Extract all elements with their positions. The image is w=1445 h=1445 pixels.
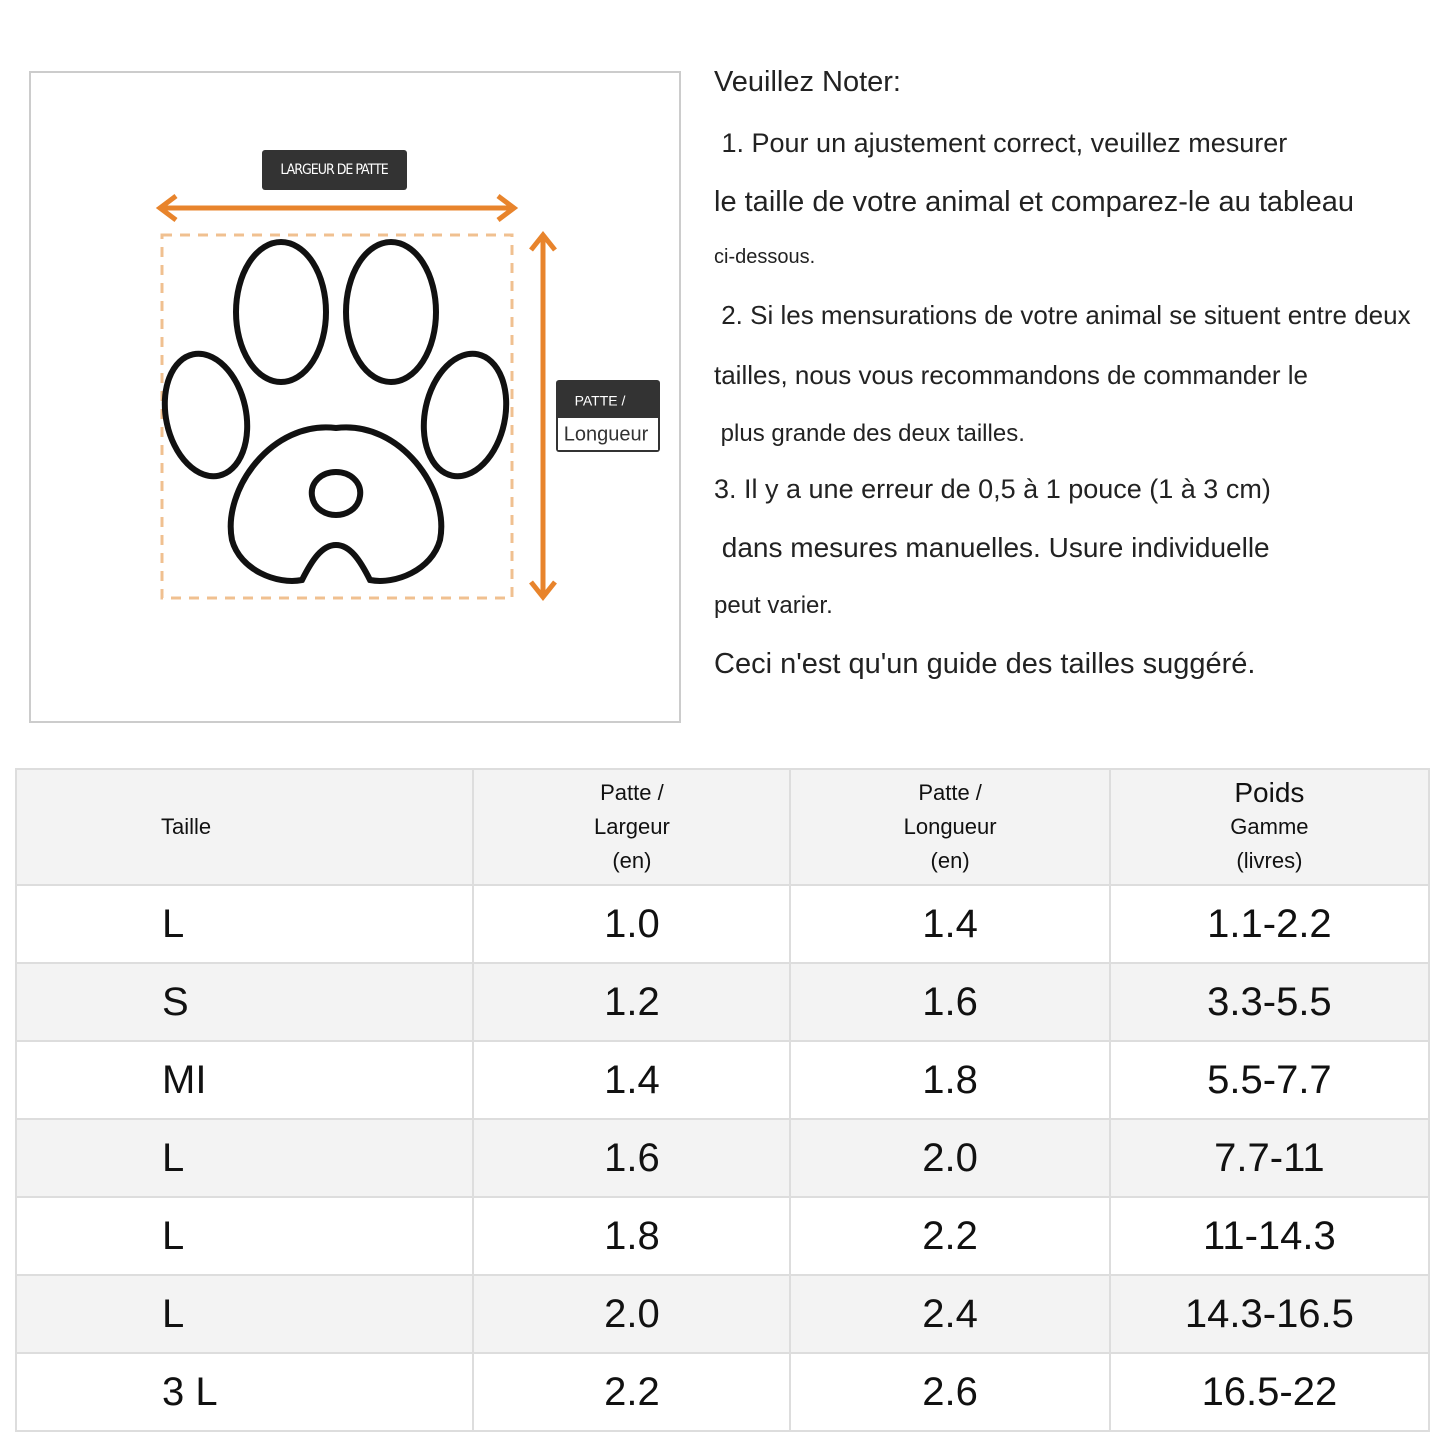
table-cell: 1.0 bbox=[472, 884, 792, 964]
table-cell: 1.8 bbox=[789, 1040, 1111, 1120]
table-row: L 1.8 2.2 11-14.3 bbox=[14, 1196, 1431, 1276]
table-row: MI 1.4 1.8 5.5-7.7 bbox=[14, 1040, 1431, 1120]
table-cell: 1.6 bbox=[472, 1118, 792, 1198]
header-cell: Patte / Largeur (en) bbox=[472, 768, 792, 886]
header-text: (en) bbox=[612, 848, 652, 873]
table-cell: 11-14.3 bbox=[1108, 1196, 1431, 1276]
label-inner bbox=[558, 418, 658, 450]
table-row: S 1.2 1.6 3.3-5.5 bbox=[14, 962, 1431, 1042]
table-row: 3 L 2.2 2.6 16.5-22 bbox=[14, 1352, 1431, 1432]
note-line: 3. Il y a une erreur de 0,5 à 1 pouce (1… bbox=[714, 474, 1271, 504]
table-cell: 7.7-11 bbox=[1108, 1118, 1431, 1198]
label-box bbox=[262, 150, 407, 190]
note-line: 2. Si les mensurations de votre animal s… bbox=[714, 300, 1411, 330]
table-cell: 14.3-16.5 bbox=[1108, 1274, 1431, 1354]
table-cell: 3 L bbox=[14, 1352, 475, 1432]
table-cell: 2.0 bbox=[472, 1274, 792, 1354]
note-line: ci-dessous. bbox=[714, 246, 816, 268]
table-cell: 1.4 bbox=[789, 884, 1111, 964]
table-cell: 2.6 bbox=[789, 1352, 1111, 1432]
table-cell: 1.4 bbox=[472, 1040, 792, 1120]
note-line: tailles, nous vous recommandons de comma… bbox=[714, 360, 1308, 390]
paw bbox=[161, 239, 510, 584]
table-cell: 3.3-5.5 bbox=[1108, 962, 1431, 1042]
table-cell: 2.2 bbox=[472, 1352, 792, 1432]
header-text: Taille bbox=[161, 814, 212, 839]
note-line: 1. Pour un ajustement correct, veuillez … bbox=[714, 128, 1288, 158]
table-cell: L bbox=[14, 1118, 475, 1198]
note-line: le taille de votre animal et comparez-le… bbox=[714, 186, 1354, 218]
header-row: Taille Patte / Largeur (en) Patte / Longueur (… bbox=[14, 768, 1431, 886]
note-line: Ceci n'est qu'un guide des tailles suggé… bbox=[714, 648, 1256, 680]
size-table: Taille Patte / Largeur (en) Patte / Longueur (… bbox=[14, 768, 1431, 1432]
header-text: Gamme bbox=[1230, 814, 1309, 839]
table-cell: 1.1-2.2 bbox=[1108, 884, 1431, 964]
table-row: L 2.0 2.4 14.3-16.5 bbox=[14, 1274, 1431, 1354]
table-cell: 5.5-7.7 bbox=[1108, 1040, 1431, 1120]
table-cell: L bbox=[14, 884, 475, 964]
header-text: Largeur bbox=[593, 814, 670, 839]
table-cell: MI bbox=[14, 1040, 475, 1120]
note-line: plus grande des deux tailles. bbox=[714, 420, 1025, 447]
header-text: (livres) bbox=[1236, 848, 1303, 873]
table-cell: S bbox=[14, 962, 475, 1042]
table-row: L 1.6 2.0 7.7-11 bbox=[14, 1118, 1431, 1198]
table-cell: 1.8 bbox=[472, 1196, 792, 1276]
arrows bbox=[155, 194, 557, 602]
table-cell: L bbox=[14, 1274, 475, 1354]
table-cell: L bbox=[14, 1196, 475, 1276]
table-row: L 1.0 1.4 1.1-2.2 bbox=[14, 884, 1431, 964]
length-label: Longueur bbox=[564, 423, 649, 445]
table-cell: 1.6 bbox=[789, 962, 1111, 1042]
header-cell: Patte / Longueur (en) bbox=[789, 768, 1111, 886]
header-text: Poids bbox=[1234, 777, 1305, 808]
notes-heading: Veuillez Noter: bbox=[714, 66, 901, 98]
table-cell: 2.4 bbox=[789, 1274, 1111, 1354]
table-cell: 16.5-22 bbox=[1108, 1352, 1431, 1432]
header-text: (en) bbox=[930, 848, 970, 873]
table-cell: 2.2 bbox=[789, 1196, 1111, 1276]
note-line: dans mesures manuelles. Usure individuel… bbox=[714, 532, 1270, 563]
table-cell: 2.0 bbox=[789, 1118, 1111, 1198]
length-label: PATTE / bbox=[575, 393, 626, 409]
dashed-box bbox=[160, 233, 514, 600]
header-text: Patte / bbox=[600, 780, 664, 805]
table-cell: 1.2 bbox=[472, 962, 792, 1042]
header-text: Patte / bbox=[918, 780, 982, 805]
header-text: Longueur bbox=[903, 814, 997, 839]
width-label: LARGEUR DE PATTE bbox=[280, 162, 388, 178]
header-cell: Taille bbox=[14, 768, 475, 886]
diagram: LARGEUR DE PATTE PATTE / Longueur bbox=[29, 71, 681, 723]
note-line: peut varier. bbox=[714, 592, 833, 619]
header-cell: Poids Gamme (livres) bbox=[1108, 768, 1431, 886]
